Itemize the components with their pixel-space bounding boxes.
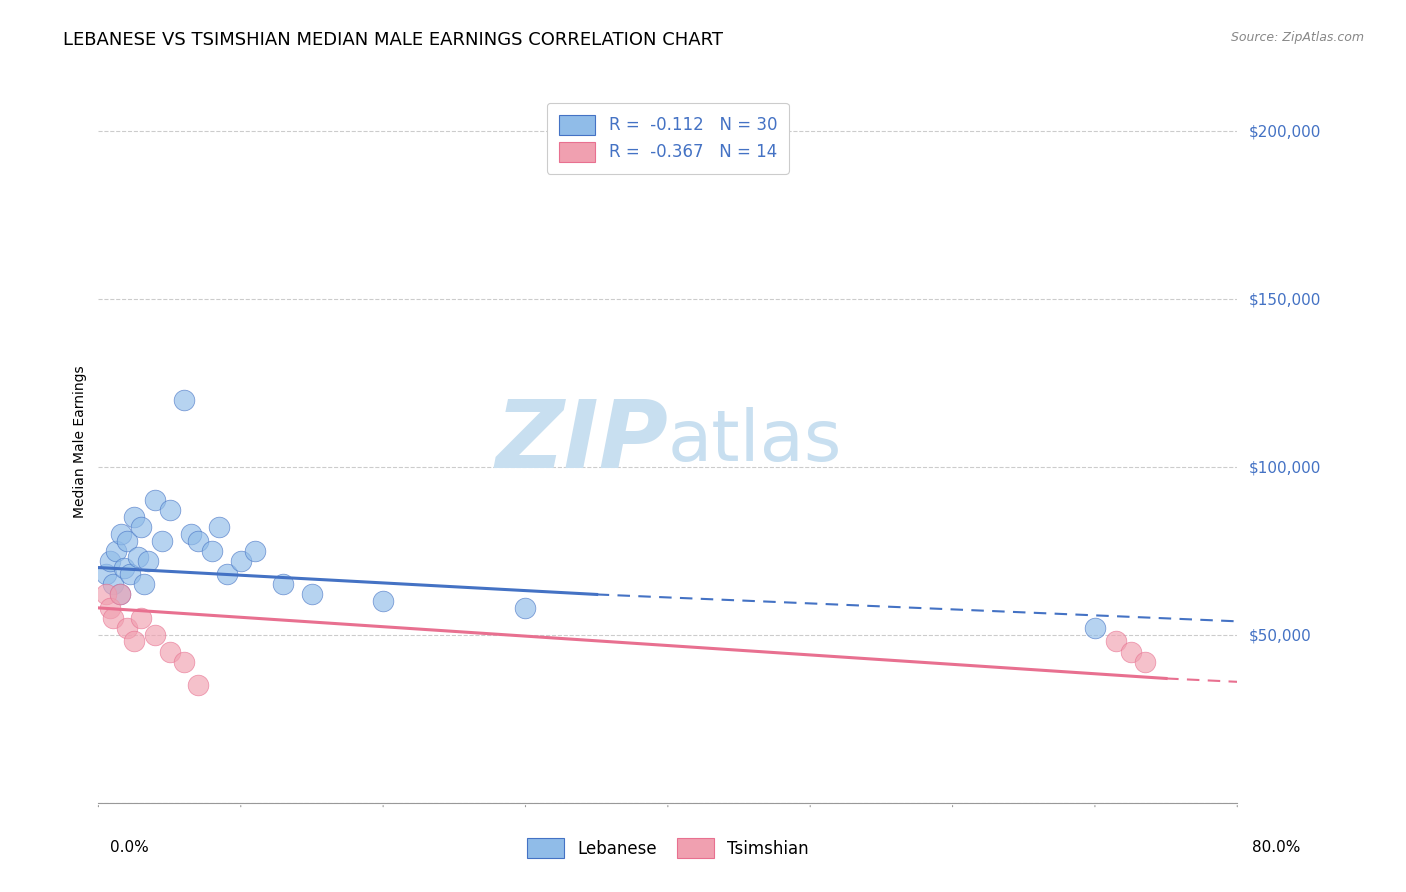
Point: [180, 527, 202, 541]
Point: [215, 567, 238, 582]
Point: [145, 493, 167, 508]
Legend: Lebanese, Tsimshian: Lebanese, Tsimshian: [519, 830, 817, 867]
Point: [108, 587, 131, 601]
Point: [101, 577, 124, 591]
Point: [110, 527, 132, 541]
Point: [104, 543, 127, 558]
Point: [243, 543, 266, 558]
Point: [98, 554, 121, 568]
Point: [208, 520, 231, 534]
Point: [112, 560, 135, 574]
Point: [122, 634, 145, 648]
Point: [159, 503, 181, 517]
Point: [129, 520, 152, 534]
Point: [115, 533, 138, 548]
Point: [122, 510, 145, 524]
Text: 80.0%: 80.0%: [1253, 840, 1301, 855]
Point: [94, 587, 117, 601]
Point: [1105, 634, 1128, 648]
Point: [1084, 621, 1107, 635]
Point: [229, 554, 252, 568]
Point: [187, 533, 209, 548]
Point: [118, 567, 141, 582]
Point: [129, 611, 152, 625]
Point: [145, 628, 167, 642]
Point: [98, 600, 121, 615]
Point: [115, 621, 138, 635]
Text: LEBANESE VS TSIMSHIAN MEDIAN MALE EARNINGS CORRELATION CHART: LEBANESE VS TSIMSHIAN MEDIAN MALE EARNIN…: [63, 31, 723, 49]
Point: [136, 554, 159, 568]
Point: [101, 611, 124, 625]
Point: [1133, 655, 1156, 669]
Point: [273, 577, 295, 591]
Point: [132, 577, 155, 591]
Text: 0.0%: 0.0%: [110, 840, 149, 855]
Point: [159, 644, 181, 658]
Text: Source: ZipAtlas.com: Source: ZipAtlas.com: [1230, 31, 1364, 45]
Point: [373, 594, 395, 608]
Point: [152, 533, 174, 548]
Point: [515, 600, 537, 615]
Point: [187, 678, 209, 692]
Point: [173, 655, 195, 669]
Point: [301, 587, 323, 601]
Y-axis label: Median Male Earnings: Median Male Earnings: [73, 365, 87, 518]
Text: atlas: atlas: [668, 407, 842, 476]
Point: [173, 392, 195, 407]
Text: ZIP: ZIP: [495, 395, 668, 488]
Point: [94, 567, 117, 582]
Point: [1119, 644, 1142, 658]
Point: [127, 550, 149, 565]
Point: [201, 543, 224, 558]
Point: [108, 587, 131, 601]
